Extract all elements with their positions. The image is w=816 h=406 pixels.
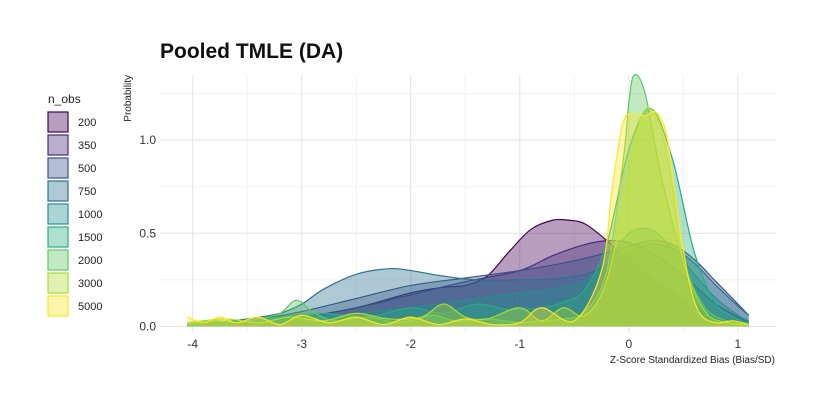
legend-swatch-2000 (47, 249, 69, 271)
density-line-1500 (187, 107, 749, 324)
x-tick-label: 1 (734, 337, 741, 351)
legend-swatch-1000 (47, 203, 69, 225)
legend-label-2000: 2000 (78, 255, 102, 267)
density-area-1500 (187, 108, 749, 327)
x-tick-label: -1 (514, 337, 525, 351)
density-area-5000 (187, 111, 749, 327)
legend-swatch-200 (47, 111, 69, 133)
density-line-5000 (187, 110, 749, 326)
legend-label-1500: 1500 (78, 232, 102, 244)
density-areas (187, 74, 750, 327)
legend-swatch-3000 (47, 272, 69, 294)
x-axis-ticks: -4 -3 -2 -1 0 1 (187, 337, 741, 351)
legend-label-200: 200 (78, 117, 96, 129)
legend-label-750: 750 (78, 186, 96, 198)
density-line-2000 (187, 74, 749, 326)
legend-label-1000: 1000 (78, 209, 102, 221)
y-tick-label: 0.0 (139, 319, 156, 333)
legend-label-3000: 3000 (78, 278, 102, 290)
x-tick-label: -2 (405, 337, 416, 351)
legend-swatch-500 (47, 157, 69, 179)
y-axis-ticks: 0.0 0.5 1.0 (139, 133, 156, 333)
x-tick-label: -4 (187, 337, 198, 351)
density-area-3000 (187, 108, 749, 327)
density-area-1000 (187, 228, 749, 327)
y-axis-label: Probability (123, 75, 134, 122)
legend-title: n_obs (48, 92, 81, 106)
density-line-750 (187, 243, 750, 326)
density-line-500 (187, 240, 750, 326)
y-tick-label: 1.0 (139, 133, 156, 147)
legend-swatch-5000 (47, 295, 69, 317)
legend-swatch-350 (47, 134, 69, 156)
x-tick-label: -3 (296, 337, 307, 351)
chart-title: Pooled TMLE (DA) (160, 40, 343, 63)
density-line-350 (187, 240, 750, 326)
legend-label-350: 350 (78, 140, 96, 152)
density-area-2000 (187, 74, 749, 327)
legend: n_obs 200 350 500 750 1000 1500 2000 3000 5000 (47, 92, 102, 317)
density-area-200 (187, 219, 749, 327)
legend-swatch-1500 (47, 226, 69, 248)
legend-swatch-750 (47, 180, 69, 202)
y-tick-label: 0.5 (139, 226, 156, 240)
x-axis-label: Z-Score Standardized Bias (Bias/SD) (610, 355, 775, 366)
x-tick-label: 0 (625, 337, 632, 351)
density-line-3000 (187, 107, 749, 326)
legend-label-500: 500 (78, 163, 96, 175)
legend-label-5000: 5000 (78, 301, 102, 313)
